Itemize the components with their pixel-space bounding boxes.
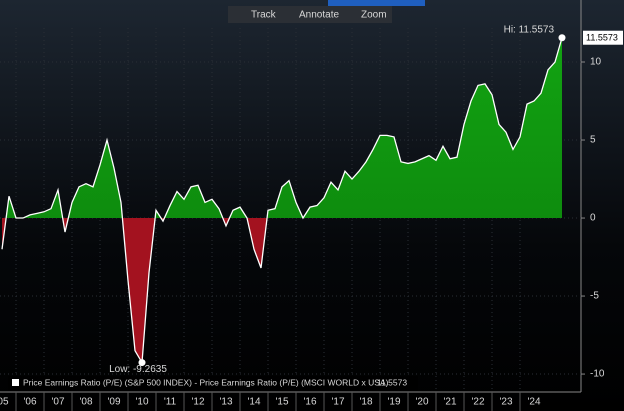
- line: [1, 37, 563, 365]
- x-tick-label: '13: [219, 397, 232, 408]
- toolbar: Track Annotate Zoom: [228, 6, 392, 23]
- x-tick-label: '14: [247, 397, 260, 408]
- x-tick-label: '12: [191, 397, 204, 408]
- x-tick-label: '16: [303, 397, 316, 408]
- high-label: Hi: 11.5573: [504, 24, 555, 35]
- x-tick-label: '06: [23, 397, 36, 408]
- last-value-tag: [583, 30, 623, 45]
- x-tick-label: '18: [359, 397, 372, 408]
- period-button[interactable]: [328, 0, 425, 6]
- high-marker: [558, 34, 566, 42]
- y-tick-label: -5: [590, 291, 599, 302]
- legend-box: [8, 376, 418, 391]
- low-marker: [138, 359, 146, 367]
- track-button[interactable]: Track: [251, 10, 277, 21]
- legend-value: 11.5573: [377, 377, 407, 387]
- x-tick-label: '22: [471, 397, 484, 408]
- y-tick-label: 0: [590, 213, 596, 224]
- toolbar-box: [228, 6, 392, 23]
- x-tick-label: '15: [275, 397, 288, 408]
- zoom-button[interactable]: Zoom: [361, 10, 387, 21]
- low-label: Low: -9.2635: [109, 364, 167, 375]
- x-tick-label: '19: [387, 397, 400, 408]
- x-tick-label: '17: [331, 397, 344, 408]
- legend-swatch: [12, 379, 19, 386]
- x-tick-label: '09: [107, 397, 120, 408]
- legend-label: Price Earnings Ratio (P/E) (S&P 500 INDE…: [23, 377, 389, 387]
- positive-area: [2, 37, 562, 219]
- y-tick-label: 10: [590, 57, 602, 68]
- x-tick-label: '24: [527, 397, 540, 408]
- x-tick-label: '11: [164, 397, 177, 408]
- x-tick-label: '23: [499, 397, 512, 408]
- negative-area: [2, 218, 268, 363]
- x-tick-label: '07: [51, 397, 64, 408]
- annotate-button[interactable]: Annotate: [299, 10, 339, 21]
- y-tick-label: -10: [590, 369, 605, 380]
- last-value-label: 11.5573: [586, 33, 618, 43]
- x-tick-label: '20: [415, 397, 428, 408]
- y-tick-label: 5: [590, 135, 596, 146]
- x-tick-label: '05: [0, 397, 9, 408]
- x-tick-label: '10: [135, 397, 148, 408]
- x-tick-label: '08: [79, 397, 92, 408]
- x-tick-label: '21: [443, 397, 456, 408]
